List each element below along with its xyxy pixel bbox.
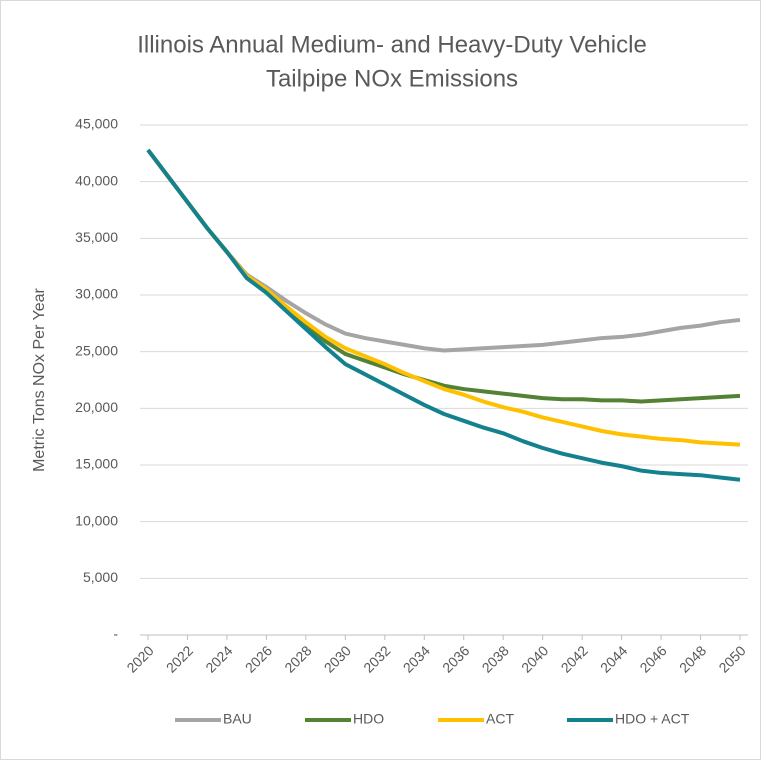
y-tick-label: 20,000 [75, 399, 118, 415]
y-axis-label: Metric Tons NOx Per Year [31, 287, 48, 471]
y-tick-label: 5,000 [83, 569, 118, 585]
chart-title: Tailpipe NOx Emissions [266, 65, 518, 92]
y-tick-label: 10,000 [75, 512, 118, 528]
y-tick-label: 35,000 [75, 229, 118, 245]
series-line [146, 148, 741, 482]
y-tick-label: 25,000 [75, 342, 118, 358]
legend-label: HDO + ACT [615, 711, 690, 727]
legend-label: BAU [223, 711, 252, 727]
y-tick-label: 30,000 [75, 286, 118, 302]
legend-label: HDO [353, 711, 384, 727]
y-tick-label: 45,000 [75, 116, 118, 132]
chart-title: Illinois Annual Medium- and Heavy-Duty V… [137, 31, 647, 58]
y-tick-label: 15,000 [75, 456, 118, 472]
y-tick-label: - [113, 626, 118, 642]
legend-label: ACT [486, 711, 514, 727]
y-tick-label: 40,000 [75, 172, 118, 188]
